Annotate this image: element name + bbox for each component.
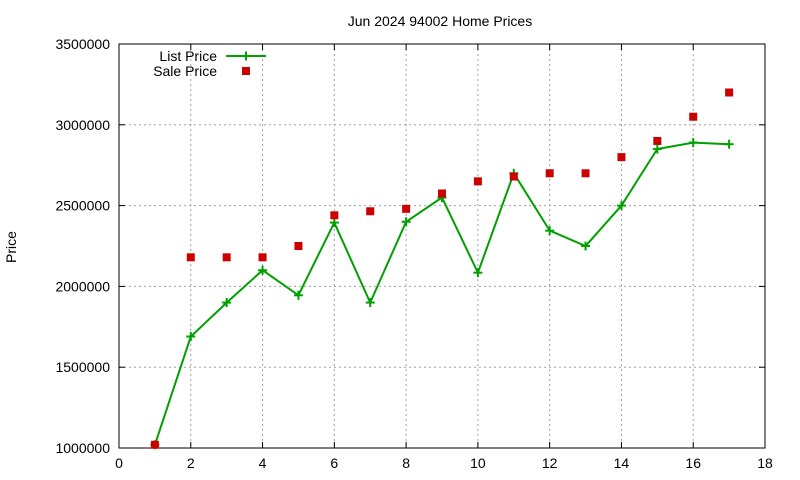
sale-price-point [222,253,231,262]
plot-area-frame [118,43,766,449]
x-tick-label: 6 [330,455,338,471]
legend-sample-sale-price [242,67,250,75]
list-price-point [329,218,339,228]
chart-title: Jun 2024 94002 Home Prices [348,13,532,29]
list-price-point [293,290,303,300]
sale-price-point [366,207,375,216]
legend-label-list-price: List Price [159,48,217,64]
x-tick-label: 8 [402,455,410,471]
sale-price-point [473,177,482,186]
y-tick-label: 1000000 [55,440,110,456]
list-price-point [581,241,591,251]
list-price-point [222,298,232,308]
legend-sample-list-price [226,51,266,61]
x-tick-label: 0 [115,455,123,471]
list-price-point [616,201,626,211]
list-price-point [652,144,662,154]
y-tick-label: 2000000 [55,278,110,294]
sale-price-point [689,112,698,121]
x-tick-label: 18 [757,455,773,471]
sale-price-point [294,242,303,250]
list-price-point [545,226,555,236]
sale-price-point [509,172,518,181]
sale-price-point [258,253,267,262]
sale-price-point [402,204,411,213]
list-price-point [688,138,698,148]
y-tick-label: 2500000 [55,198,110,214]
sale-price-point [150,440,159,449]
x-tick-label: 2 [187,455,195,471]
sale-price-point [330,211,339,220]
grid-lines [119,44,765,448]
legend-marker-sale-price [242,67,250,75]
legend-marker-list-price [241,51,251,61]
x-tick-label: 10 [470,455,486,471]
x-tick-label: 16 [685,455,701,471]
y-tick-label: 1500000 [55,359,110,375]
axis-ticks: 0 2 4 6 8 10 12 14 16 18 1000000 1500000 2000000 2500… [55,36,773,471]
sale-price-point [581,169,590,178]
list-price-point [365,298,375,308]
list-price-line [153,141,730,446]
list-price-point [401,217,411,227]
y-tick-label: 3500000 [55,36,110,52]
legend: List Price Sale Price [153,48,266,79]
x-tick-label: 14 [614,455,630,471]
x-tick-label: 4 [259,455,267,471]
y-tick-label: 3000000 [55,117,110,133]
series-layer [150,88,734,450]
sale-price-point [653,136,662,145]
list-price-point [724,139,734,149]
x-tick-label: 12 [542,455,558,471]
list-price-point [258,265,268,275]
legend-label-sale-price: Sale Price [153,63,217,79]
sale-price-point [186,253,195,262]
sale-price-point [617,153,626,162]
list-price-point [473,268,483,278]
sale-price-point [438,189,446,198]
sale-price-point [725,88,734,97]
y-axis-label: Price [3,231,19,263]
sale-price-point [545,169,554,178]
list-price-point [186,331,196,341]
